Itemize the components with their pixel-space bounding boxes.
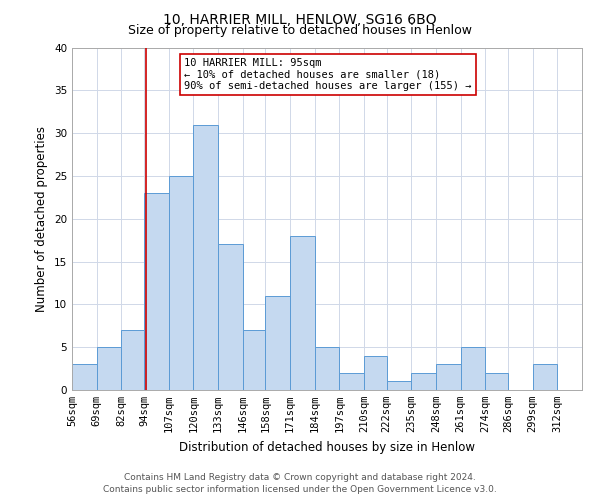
Bar — [533, 364, 557, 390]
Bar — [121, 330, 144, 390]
Bar — [169, 176, 193, 390]
Bar — [412, 373, 436, 390]
Bar — [364, 356, 387, 390]
Bar — [340, 373, 364, 390]
Bar — [314, 347, 340, 390]
Bar — [144, 193, 169, 390]
Bar — [485, 373, 508, 390]
Bar — [461, 347, 485, 390]
Bar — [193, 124, 218, 390]
Text: 10 HARRIER MILL: 95sqm
← 10% of detached houses are smaller (18)
90% of semi-det: 10 HARRIER MILL: 95sqm ← 10% of detached… — [184, 58, 472, 91]
Bar — [265, 296, 290, 390]
Bar — [72, 364, 97, 390]
Bar — [97, 347, 121, 390]
Bar — [290, 236, 314, 390]
Bar — [387, 382, 412, 390]
Y-axis label: Number of detached properties: Number of detached properties — [35, 126, 49, 312]
Bar — [436, 364, 461, 390]
X-axis label: Distribution of detached houses by size in Henlow: Distribution of detached houses by size … — [179, 440, 475, 454]
Text: Size of property relative to detached houses in Henlow: Size of property relative to detached ho… — [128, 24, 472, 37]
Bar — [218, 244, 242, 390]
Text: Contains HM Land Registry data © Crown copyright and database right 2024.
Contai: Contains HM Land Registry data © Crown c… — [103, 472, 497, 494]
Text: 10, HARRIER MILL, HENLOW, SG16 6BQ: 10, HARRIER MILL, HENLOW, SG16 6BQ — [163, 12, 437, 26]
Bar — [242, 330, 265, 390]
